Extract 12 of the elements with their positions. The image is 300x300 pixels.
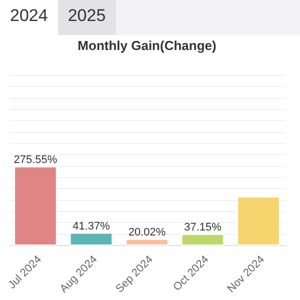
bar bbox=[126, 238, 168, 246]
bar bbox=[70, 232, 113, 246]
data-label: 20.02% bbox=[128, 226, 166, 238]
bar bbox=[237, 196, 280, 246]
chart-title: Monthly Gain(Change) bbox=[78, 38, 216, 53]
text: 2025 bbox=[58, 0, 116, 35]
bar bbox=[181, 234, 224, 246]
data-label: 275.55% bbox=[14, 154, 58, 166]
text: 2024 bbox=[0, 0, 58, 35]
data-label: 41.37% bbox=[72, 220, 110, 232]
bar bbox=[14, 166, 57, 246]
data-label: 37.15% bbox=[184, 221, 222, 234]
